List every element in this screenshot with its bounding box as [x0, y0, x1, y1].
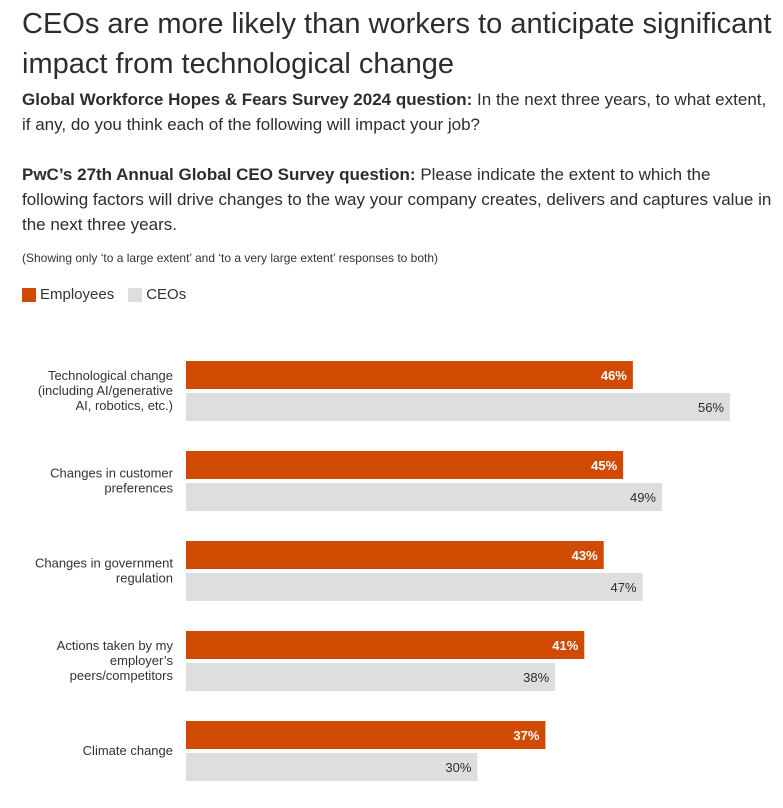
bar-employees [186, 721, 546, 749]
bar-ceos [186, 663, 556, 691]
chart-note: (Showing only ‘to a large extent’ and ‘t… [22, 251, 439, 265]
category-label: Actions taken by my employer’s peers/compe… [57, 638, 174, 683]
data-label-ceos: 47% [611, 580, 637, 595]
question-2-text: Please indicate the extent to which the … [22, 165, 772, 234]
data-label-employees: 45% [591, 458, 617, 473]
data-label-ceos: 56% [698, 400, 724, 415]
data-label-employees: 37% [513, 728, 539, 743]
legend: Employees CEOs [22, 286, 200, 303]
question-2-label: PwC’s 27th Annual Global CEO Survey ques… [22, 165, 416, 184]
category-label: Changes in customer preferences [50, 466, 174, 496]
bar-employees [186, 451, 624, 479]
bar-ceos [186, 483, 662, 511]
chart-title: CEOs are more likely than workers to ant… [22, 8, 772, 80]
data-label-employees: 41% [552, 638, 578, 653]
bar-employees [186, 541, 604, 569]
data-label-ceos: 38% [523, 670, 549, 685]
bar-employees [186, 631, 585, 659]
bar-employees [186, 361, 633, 389]
legend-item-ceos: CEOs [128, 286, 186, 303]
question-1-text: In the next three years, to what extent,… [22, 90, 767, 134]
question-1-label: Global Workforce Hopes & Fears Survey 20… [22, 90, 473, 109]
data-label-ceos: 30% [445, 760, 471, 775]
category-label: Changes in government regulation [35, 556, 173, 586]
category-label: Technological change (including AI/genera… [38, 368, 173, 413]
data-label-employees: 46% [601, 368, 627, 383]
category-label: Climate change [83, 743, 173, 758]
legend-swatch-ceos [128, 287, 143, 302]
bar-ceos [186, 393, 730, 421]
bar-ceos [186, 573, 643, 601]
data-label-employees: 43% [572, 548, 598, 563]
data-label-ceos: 49% [630, 490, 656, 505]
question-1: Global Workforce Hopes & Fears Survey 20… [22, 87, 777, 137]
legend-label-ceos: CEOs [146, 286, 187, 303]
legend-label-employees: Employees [40, 286, 115, 303]
bar-ceos [186, 753, 478, 781]
legend-swatch-employees [22, 287, 36, 302]
question-2: PwC’s 27th Annual Global CEO Survey ques… [22, 162, 777, 237]
legend-item-employees: Employees [22, 286, 114, 303]
